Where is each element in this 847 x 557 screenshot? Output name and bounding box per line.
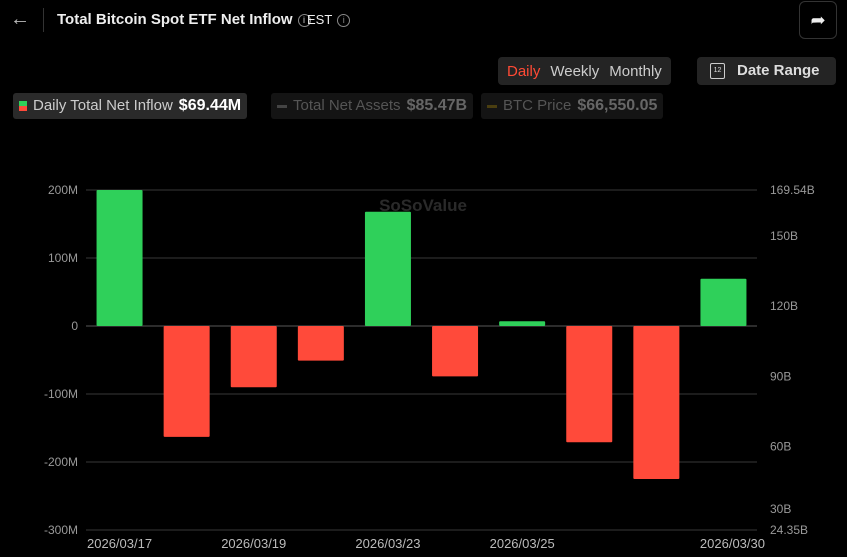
bar-2026/03/20 [297, 326, 344, 361]
legend-swatch [19, 101, 27, 111]
share-button[interactable]: ➦ [799, 1, 837, 39]
watermark: SoSoValue [379, 196, 467, 215]
legend-label: Daily Total Net Inflow [33, 97, 173, 114]
y-left-tick-label: -200M [44, 455, 78, 469]
bar-2026/03/24 [432, 326, 479, 377]
legend-label: BTC Price [503, 97, 572, 114]
calendar-icon: 12 [710, 63, 725, 79]
tab-daily[interactable]: Daily [507, 62, 541, 80]
x-tick-label: 2026/03/30 [700, 536, 765, 551]
legend-value: $69.44M [178, 97, 242, 114]
legend-swatch [487, 104, 497, 108]
tab-weekly[interactable]: Weekly [550, 62, 600, 80]
bar-2026/03/26 [566, 326, 613, 443]
y-right-tick-label: 24.35B [770, 523, 808, 537]
date-range-label: Date Range [737, 62, 820, 79]
tab-monthly[interactable]: Monthly [609, 62, 662, 80]
y-left-tick-label: 200M [48, 183, 78, 197]
legend-value: $66,550.05 [577, 97, 658, 114]
date-range-button[interactable]: 12 Date Range [697, 57, 836, 85]
x-tick-label: 2026/03/17 [87, 536, 152, 551]
legend-daily-net-inflow[interactable]: Daily Total Net Inflow $69.44M [13, 93, 248, 119]
timezone: EST i [307, 12, 351, 27]
title-text: Total Bitcoin Spot ETF Net Inflow [57, 11, 293, 28]
legend-btc-price[interactable]: BTC Price $66,550.05 [481, 93, 664, 119]
y-right-tick-label: 169.54B [770, 183, 815, 197]
y-right-tick-label: 120B [770, 299, 798, 313]
legend-total-net-assets[interactable]: Total Net Assets $85.47B [271, 93, 474, 119]
bar-2026/03/17 [96, 190, 143, 326]
y-left-tick-label: -300M [44, 523, 78, 537]
bar-2026/03/18 [163, 326, 210, 437]
bar-2026/03/23 [364, 211, 411, 326]
bar-2026/03/30 [700, 278, 747, 326]
bar-2026/03/27 [633, 326, 680, 479]
legend-swatch [277, 104, 287, 108]
back-arrow-icon[interactable]: ← [10, 8, 30, 30]
divider [43, 8, 44, 32]
info-icon[interactable]: i [297, 14, 311, 27]
x-tick-label: 2026/03/19 [221, 536, 286, 551]
info-icon[interactable]: i [337, 14, 351, 27]
y-right-tick-label: 90B [770, 369, 791, 383]
x-tick-label: 2026/03/25 [490, 536, 555, 551]
legend-value: $85.47B [406, 97, 468, 114]
page-title: Total Bitcoin Spot ETF Net Inflow i [57, 11, 311, 28]
legend-label: Total Net Assets [293, 97, 401, 114]
bar-2026/03/25 [499, 321, 546, 326]
timezone-label: EST [307, 12, 333, 27]
y-right-tick-label: 60B [770, 440, 791, 454]
y-right-tick-label: 150B [770, 229, 798, 243]
y-left-tick-label: 100M [48, 251, 78, 265]
period-selector: Daily Weekly Monthly [498, 57, 671, 85]
header: ← Total Bitcoin Spot ETF Net Inflow i EST… [0, 0, 847, 40]
y-left-tick-label: 0 [71, 319, 78, 333]
y-right-tick-label: 30B [770, 502, 791, 516]
y-left-tick-label: -100M [44, 387, 78, 401]
x-tick-label: 2026/03/23 [355, 536, 420, 551]
bar-2026/03/19 [230, 326, 277, 388]
